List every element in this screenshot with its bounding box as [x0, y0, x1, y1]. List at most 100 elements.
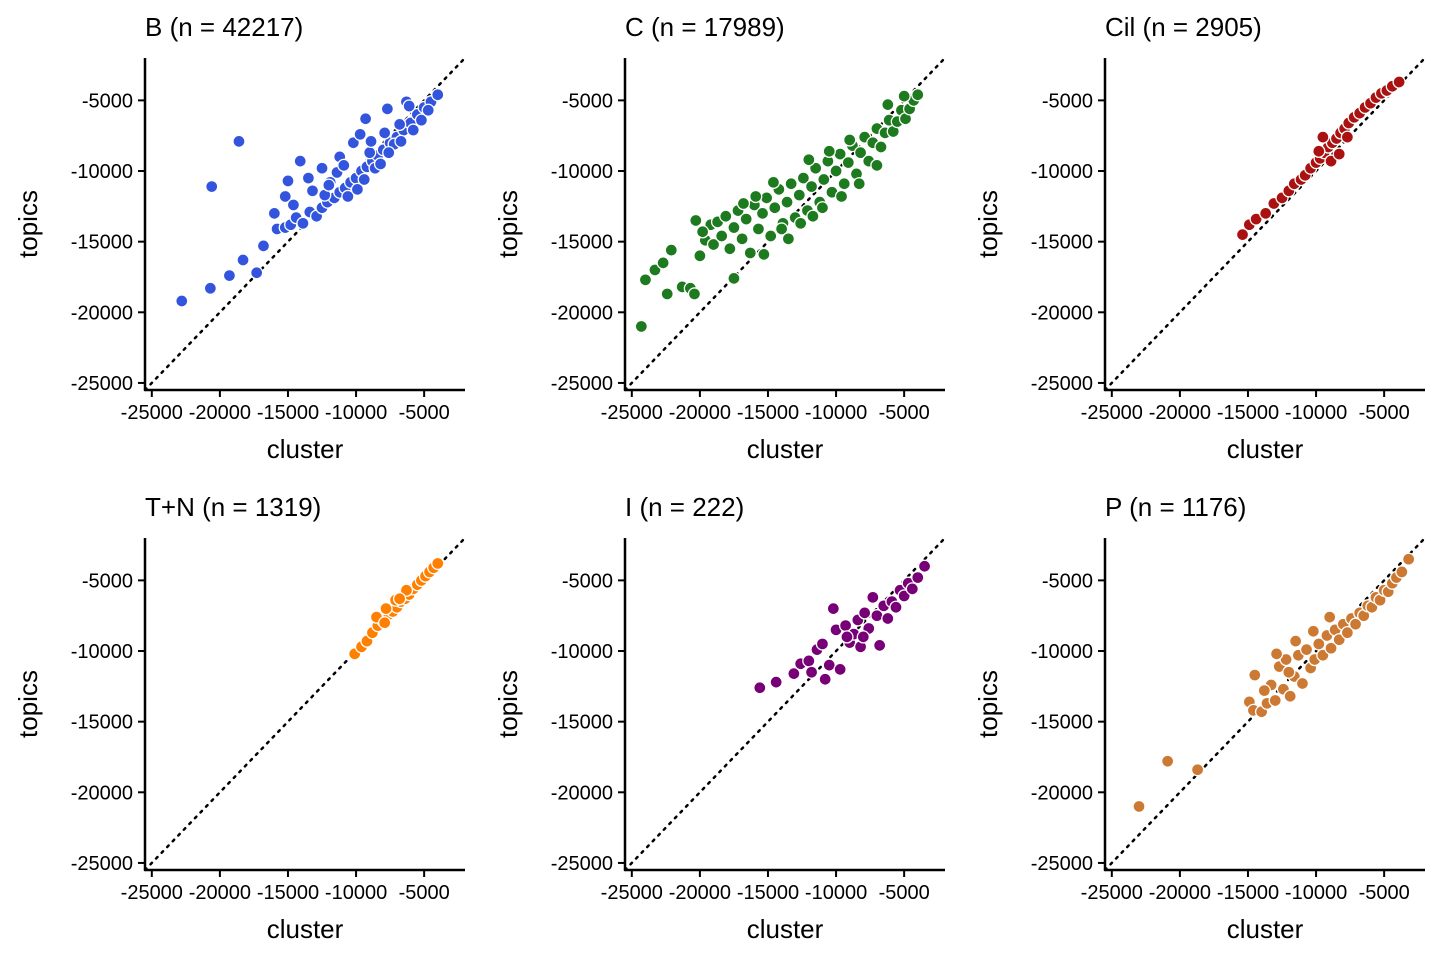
- x-tick-label: -10000: [1285, 402, 1347, 424]
- x-tick-label: -10000: [805, 402, 867, 424]
- points-group: [753, 559, 932, 695]
- data-point: [889, 600, 903, 614]
- y-tick-label: -20000: [551, 782, 613, 804]
- data-point: [1323, 610, 1337, 624]
- x-tick-label: -25000: [121, 882, 183, 904]
- data-point: [431, 556, 445, 571]
- data-point: [236, 253, 250, 267]
- panel-title: I (n = 222): [625, 492, 744, 522]
- data-point: [399, 583, 414, 597]
- x-tick-label: -25000: [121, 402, 183, 424]
- data-point: [719, 209, 733, 223]
- data-point: [1259, 206, 1273, 221]
- data-point: [753, 681, 767, 695]
- x-tick-label: -15000: [257, 402, 319, 424]
- data-point: [296, 216, 310, 230]
- data-point: [766, 175, 781, 189]
- panel-2: C (n = 17989) -25000 -20000 -15000 -10000 -50…: [493, 12, 947, 464]
- data-point: [1249, 212, 1263, 226]
- data-point: [431, 88, 445, 102]
- data-point: [414, 113, 429, 127]
- data-point: [792, 188, 806, 202]
- data-point: [660, 287, 674, 301]
- data-point: [695, 225, 710, 239]
- data-point: [638, 273, 653, 287]
- x-tick-label: -15000: [737, 882, 799, 904]
- x-tick-label: -15000: [1217, 402, 1279, 424]
- data-point: [874, 140, 888, 154]
- data-point: [852, 177, 866, 191]
- x-tick-label: -20000: [669, 882, 731, 904]
- y-tick-label: -20000: [1031, 302, 1093, 324]
- data-point: [736, 196, 751, 211]
- data-point: [806, 209, 820, 223]
- x-axis-title: cluster: [747, 914, 824, 944]
- data-point: [841, 155, 855, 170]
- x-tick-label: -5000: [879, 402, 930, 424]
- data-point: [392, 117, 407, 132]
- data-point: [870, 158, 884, 173]
- y-tick-label: -25000: [1031, 853, 1093, 875]
- data-point: [755, 206, 770, 221]
- data-point: [818, 672, 832, 686]
- points-group: [348, 556, 445, 661]
- data-point: [826, 601, 840, 616]
- y-tick-label: -5000: [82, 90, 133, 112]
- points-group: [1235, 75, 1406, 242]
- data-point: [858, 606, 872, 620]
- data-point: [815, 637, 830, 651]
- data-point: [353, 127, 367, 141]
- x-tick-label: -5000: [1359, 402, 1410, 424]
- y-tick-label: -15000: [551, 712, 613, 734]
- data-point: [897, 89, 911, 103]
- data-point: [784, 177, 798, 191]
- data-point: [1402, 552, 1416, 566]
- data-point: [856, 630, 870, 644]
- data-point: [402, 99, 416, 113]
- data-point: [1235, 227, 1250, 242]
- data-point: [346, 136, 360, 150]
- data-point: [203, 281, 218, 295]
- data-point: [392, 592, 407, 606]
- data-point: [337, 158, 351, 173]
- y-tick-label: -15000: [1031, 232, 1093, 254]
- data-point: [1306, 624, 1320, 638]
- y-tick-label: -10000: [71, 641, 133, 663]
- y-tick-label: -25000: [71, 373, 133, 395]
- panel-5: I (n = 222) -25000 -20000 -15000 -10000 -5000…: [493, 492, 947, 944]
- data-point: [634, 319, 648, 334]
- data-point: [757, 247, 771, 262]
- data-point: [866, 590, 880, 604]
- y-tick-label: -10000: [551, 161, 613, 183]
- panel-4: T+N (n = 1319) -25000 -20000 -15000 -10000 -5…: [13, 492, 467, 944]
- data-point: [1160, 754, 1175, 768]
- y-tick-label: -5000: [562, 570, 613, 592]
- y-axis-title: topics: [13, 670, 43, 738]
- data-point: [911, 570, 925, 585]
- data-point: [764, 229, 778, 243]
- data-point: [1312, 144, 1326, 158]
- data-point: [796, 171, 811, 185]
- data-point: [1190, 763, 1205, 777]
- data-point: [205, 179, 219, 194]
- data-point: [1299, 642, 1314, 657]
- data-point: [853, 146, 868, 160]
- data-point: [759, 191, 774, 205]
- panel-title: Cil (n = 2905): [1105, 12, 1262, 42]
- data-point: [406, 123, 420, 137]
- data-point: [815, 201, 830, 215]
- data-point: [872, 638, 887, 653]
- data-point: [840, 630, 854, 644]
- y-axis-title: topics: [973, 670, 1003, 738]
- data-point: [1332, 147, 1346, 161]
- data-point: [687, 287, 702, 301]
- x-tick-label: -20000: [1149, 402, 1211, 424]
- data-point: [341, 189, 355, 204]
- data-point: [829, 164, 843, 178]
- y-tick-label: -20000: [71, 302, 133, 324]
- y-tick-label: -20000: [551, 302, 613, 324]
- data-point: [735, 232, 749, 246]
- data-point: [421, 103, 435, 117]
- data-point: [378, 616, 392, 630]
- data-point: [804, 665, 819, 679]
